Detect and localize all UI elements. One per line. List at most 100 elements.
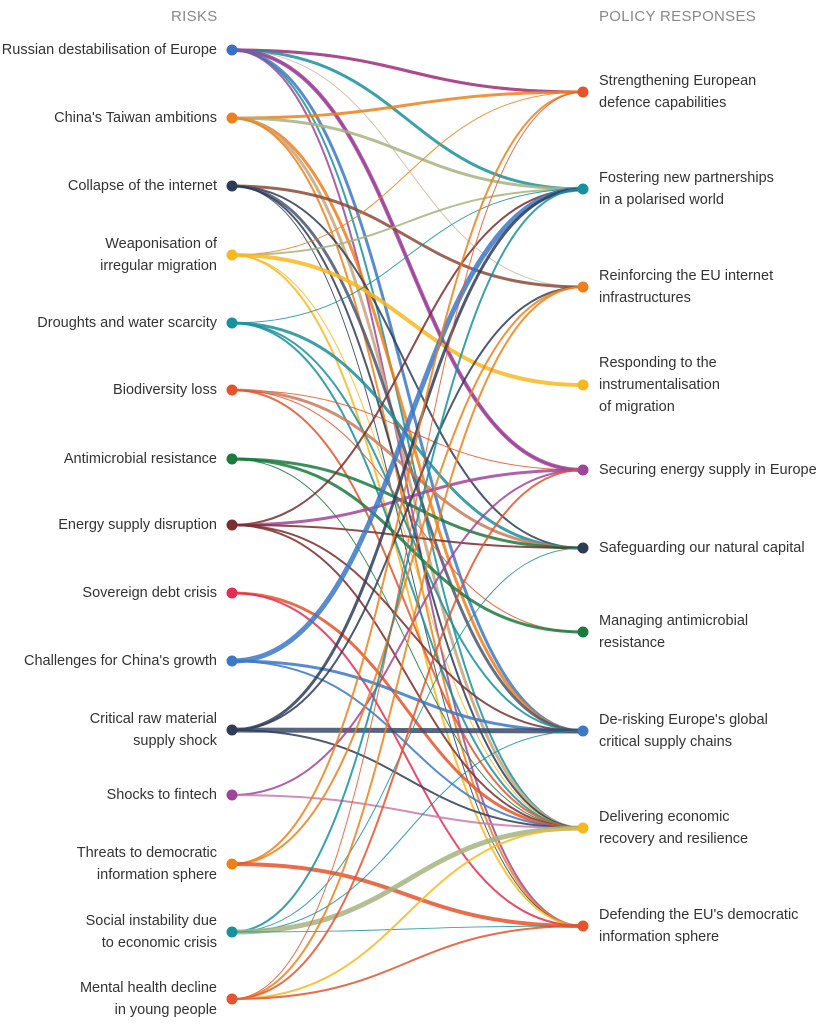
policy-node-p1 <box>577 86 589 98</box>
link-r5-p2 <box>231 188 584 324</box>
risk-label-r11: Critical raw material supply shock <box>90 708 217 752</box>
risk-label-line: Sovereign debt crisis <box>82 585 217 601</box>
link-r2-p1 <box>230 90 585 120</box>
risk-label-r15: Mental health decline in young people <box>80 977 217 1021</box>
policy-node-p4 <box>577 379 589 391</box>
risk-label-line: in young people <box>114 1002 217 1018</box>
policy-label-line: Defending the EU's democratic <box>599 907 799 923</box>
policy-label-p10: Defending the EU's democratic information… <box>599 904 798 948</box>
risk-label-line: Biodiversity loss <box>113 382 217 398</box>
link-r4-p2 <box>231 188 584 256</box>
policy-label-line: Strengthening European <box>599 73 757 89</box>
policy-label-line: information sphere <box>599 929 720 945</box>
links-group <box>229 48 586 1000</box>
policy-node-p3 <box>577 281 589 293</box>
link-r10-p2 <box>229 186 586 664</box>
policy-label-p8: De-risking Europe's global critical suppl… <box>599 709 768 753</box>
policy-node-p7 <box>577 626 589 638</box>
link-r1-p8 <box>230 48 585 733</box>
link-r6-p6 <box>230 388 585 550</box>
link-r15-p3 <box>231 286 584 1000</box>
risk-node-r3 <box>226 180 238 192</box>
policy-label-line: resistance <box>599 635 666 651</box>
risk-label-line: supply shock <box>133 733 217 749</box>
policy-label-line: Securing energy supply in Europe <box>599 462 816 478</box>
risk-node-r9 <box>226 587 238 599</box>
link-r15-p9 <box>231 827 584 1000</box>
risk-label-r14: Social instability due to economic crisis <box>86 910 217 954</box>
policy-label-line: De-risking Europe's global <box>599 712 768 728</box>
link-r7-p6 <box>230 457 585 550</box>
link-r14-p10 <box>231 925 584 933</box>
risk-node-r5 <box>226 317 238 329</box>
policy-label-p1: Strengthening European defence capabiliti… <box>599 70 756 114</box>
link-r5-p8 <box>231 322 584 732</box>
policy-label-p3: Reinforcing the EU internet infrastructur… <box>599 265 773 309</box>
policy-label-p2: Fostering new partnerships in a polarised… <box>599 167 774 211</box>
risk-label-line: Antimicrobial resistance <box>63 451 217 467</box>
risk-label-line: information sphere <box>96 867 217 883</box>
policy-label-line: Delivering economic <box>599 809 730 825</box>
risk-label-r1: Russian destabilisation of Europe <box>2 39 217 61</box>
policy-label-line: in a polarised world <box>599 192 724 208</box>
link-r15-p1 <box>231 91 584 1000</box>
risk-label-line: Challenges for China's growth <box>24 653 217 669</box>
link-r1-p2 <box>230 48 585 191</box>
link-r15-p5 <box>231 469 584 1000</box>
policy-label-line: critical supply chains <box>599 734 732 750</box>
risk-label-line: irregular migration <box>100 258 217 274</box>
link-r1-p5 <box>231 49 584 471</box>
link-r15-p10 <box>231 925 584 1000</box>
policy-label-line: defence capabilities <box>599 95 727 111</box>
link-r6-p9 <box>231 389 584 829</box>
risk-node-r1 <box>226 44 238 56</box>
risk-label-line: Critical raw material <box>89 711 217 727</box>
risk-node-r10 <box>226 655 238 667</box>
link-r9-p10 <box>231 592 584 927</box>
risk-label-r5: Droughts and water scarcity <box>37 312 217 334</box>
link-r13-p1 <box>231 91 584 865</box>
risk-label-line: Collapse of the internet <box>67 178 217 194</box>
link-r8-p8 <box>231 524 584 732</box>
link-r11-p8 <box>229 727 586 734</box>
risk-label-r8: Energy supply disruption <box>58 514 217 536</box>
policy-label-p4: Responding to the instrumentalisation of m… <box>599 352 720 418</box>
link-r9-p9 <box>230 591 585 830</box>
risk-node-r2 <box>226 112 238 124</box>
risk-label-r12: Shocks to fintech <box>107 784 217 806</box>
link-r4-p9 <box>231 254 584 829</box>
risk-node-r15 <box>226 993 238 1005</box>
link-r3-p10 <box>231 185 584 927</box>
risk-label-line: Threats to democratic <box>76 845 217 861</box>
risk-label-line: Energy supply disruption <box>58 517 217 533</box>
policy-label-line: of migration <box>599 399 675 415</box>
policy-node-p2 <box>577 183 589 195</box>
risk-label-line: Mental health decline <box>79 980 217 996</box>
link-r1-p3 <box>231 49 584 288</box>
risks-header: RISKS <box>171 8 218 25</box>
link-r2-p10 <box>231 117 584 927</box>
risk-node-r8 <box>226 519 238 531</box>
risk-label-line: Russian destabilisation of Europe <box>1 42 217 58</box>
risk-node-r7 <box>226 453 238 465</box>
policy-node-p5 <box>577 464 589 476</box>
link-r2-p9 <box>230 116 585 830</box>
link-r8-p6 <box>231 524 584 549</box>
policy-label-line: instrumentalisation <box>599 377 720 393</box>
link-r3-p3 <box>230 184 585 289</box>
link-r5-p6 <box>230 321 585 550</box>
risk-label-line: China's Taiwan ambitions <box>54 110 217 126</box>
policy-label-line: Reinforcing the EU internet <box>599 268 774 284</box>
risk-label-r9: Sovereign debt crisis <box>82 582 217 604</box>
risk-label-r10: Challenges for China's growth <box>24 650 217 672</box>
risk-label-line: Social instability due <box>85 913 217 929</box>
policy-label-line: recovery and resilience <box>599 831 749 847</box>
risk-node-r12 <box>226 789 238 801</box>
policy-label-p5: Securing energy supply in Europe <box>599 459 816 481</box>
risk-label-r3: Collapse of the internet <box>68 175 217 197</box>
link-r10-p8 <box>230 659 585 733</box>
link-r8-p2 <box>231 188 584 526</box>
risk-node-r14 <box>226 926 238 938</box>
risk-label-line: Droughts and water scarcity <box>37 315 217 331</box>
link-r8-p5 <box>230 468 585 527</box>
